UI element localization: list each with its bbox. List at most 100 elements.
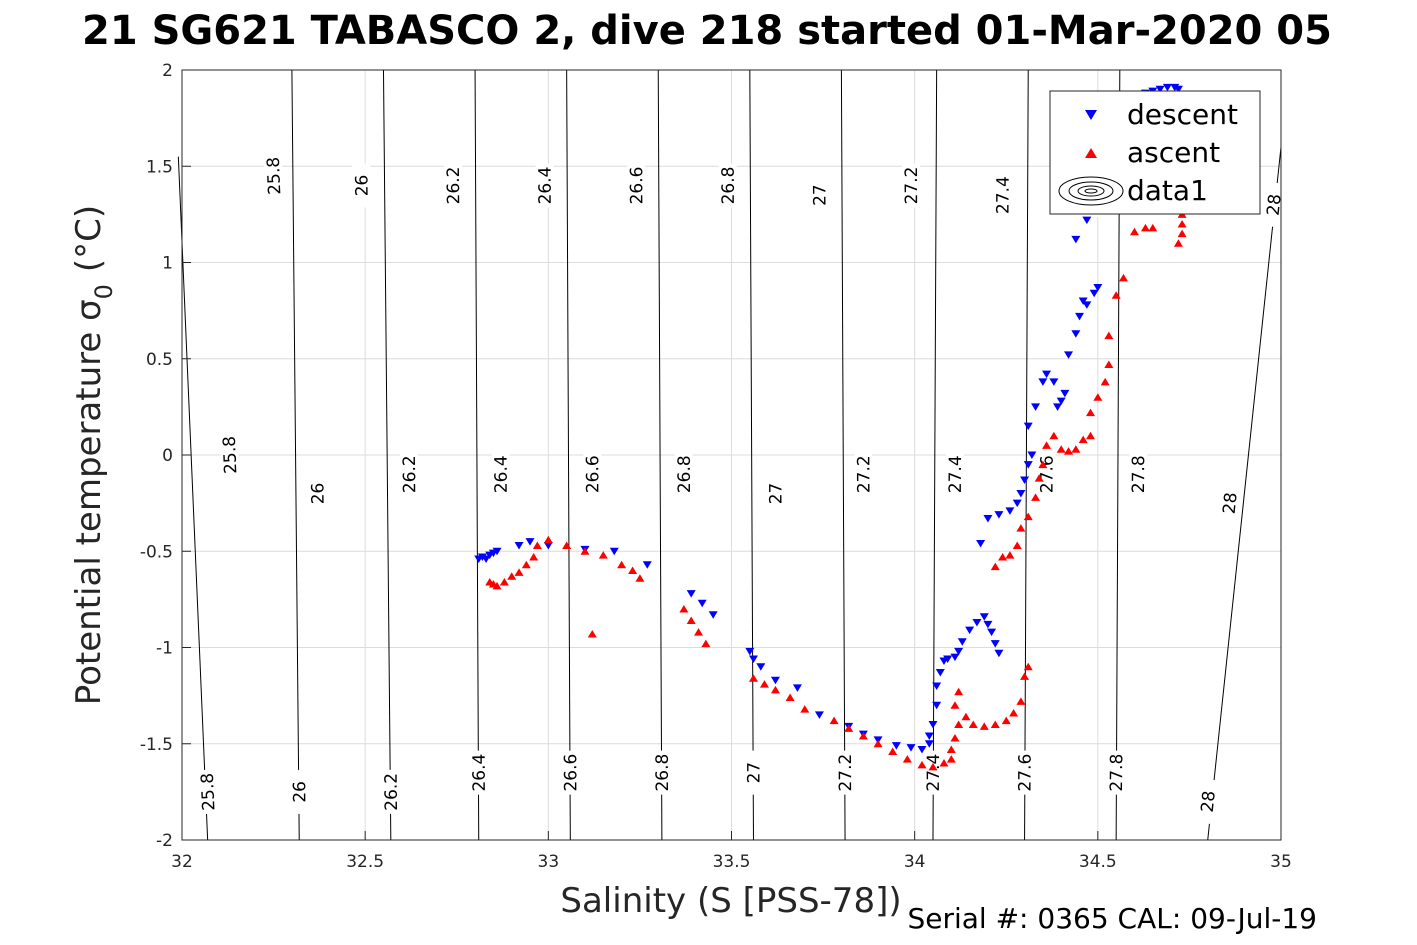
density-contour-label: 27.8 — [1107, 754, 1127, 792]
ascent-point — [1093, 393, 1103, 401]
density-contour-label: 25.8 — [220, 436, 242, 475]
y-axis-label: Potential temperature σ0 (°C) — [69, 205, 118, 705]
ascent-point — [701, 639, 711, 648]
density-contour-line — [382, 69, 392, 841]
descent-point — [543, 541, 553, 550]
ascent-point — [1020, 672, 1030, 680]
density-contour-label: 28 — [1264, 193, 1286, 217]
density-contour-label: 28 — [1220, 491, 1242, 515]
density-contour-label: 26.4 — [492, 455, 512, 493]
legend-ascent-marker — [1085, 148, 1097, 158]
y-tick-label: -1.5 — [140, 735, 173, 755]
ascent-point — [1177, 229, 1187, 238]
ascent-point — [928, 762, 938, 771]
ascent-point — [1038, 460, 1048, 469]
descent-point — [965, 626, 975, 635]
descent-point — [1016, 490, 1026, 498]
ascent-point — [1177, 220, 1187, 228]
density-contour-label: 27.4 — [924, 754, 944, 792]
density-contour-label: 26.2 — [400, 455, 420, 493]
descent-point — [1042, 370, 1052, 379]
y-tick-label: 2 — [162, 61, 173, 81]
density-contour-label: 26.2 — [382, 773, 402, 811]
descent-point — [1049, 378, 1059, 386]
density-contour-label: 27 — [766, 483, 786, 505]
ascent-point — [617, 560, 627, 569]
descent-point — [928, 721, 938, 729]
density-contour-label: 27 — [744, 762, 764, 784]
ascent-point — [514, 568, 524, 576]
descent-point — [745, 647, 755, 656]
descent-point — [1075, 312, 1085, 321]
density-contour-line — [474, 69, 480, 841]
x-tick-label: 33.5 — [713, 852, 751, 872]
ascent-point — [1005, 551, 1015, 559]
x-axis-label: Salinity (S [PSS-78]) — [560, 881, 901, 921]
ascent-point — [1064, 447, 1074, 455]
ascent-point — [1023, 512, 1033, 521]
descent-point — [954, 647, 964, 656]
ascent-point — [1071, 445, 1081, 453]
ascent-point — [1056, 445, 1066, 453]
density-contour-line — [291, 69, 300, 841]
legend: descent ascent data1 — [1049, 90, 1261, 215]
ascent-point — [543, 535, 553, 544]
descent-point — [814, 711, 824, 719]
ascent-point — [529, 553, 539, 561]
ascent-point — [770, 685, 780, 694]
x-tick-label: 32 — [171, 852, 193, 872]
ascent-point — [998, 553, 1008, 561]
ascent-point — [580, 547, 590, 555]
ascent-point — [829, 716, 839, 725]
ascent-point — [1086, 408, 1096, 417]
descent-point — [935, 669, 945, 677]
ascent-point — [990, 720, 1000, 728]
ascent-point — [1111, 291, 1121, 299]
density-contour-label: 25.8 — [264, 156, 286, 195]
ascent-point — [858, 732, 868, 740]
descent-point — [932, 682, 942, 690]
density-contour-line — [177, 156, 209, 841]
descent-point — [1071, 330, 1081, 338]
ascent-point — [492, 581, 502, 590]
ascent-point — [1031, 493, 1041, 501]
descent-point — [1170, 83, 1180, 92]
y-axis-label-main: Potential temperature σ — [69, 299, 109, 705]
ascent-point — [1042, 441, 1052, 449]
descent-point — [477, 553, 487, 562]
ascent-point — [1001, 716, 1011, 725]
descent-point — [924, 740, 934, 748]
descent-point — [891, 742, 901, 750]
descent-point — [525, 538, 535, 546]
y-tick-label: 0.5 — [146, 350, 173, 370]
density-contour-label: 28 — [1198, 790, 1220, 814]
ascent-point — [1129, 227, 1139, 236]
legend-descent-marker — [1085, 110, 1097, 120]
ascent-point — [1009, 708, 1019, 717]
descent-point — [957, 638, 967, 646]
density-contour-label: 26 — [308, 483, 328, 505]
ascent-point — [968, 720, 978, 728]
y-tick-label: -2 — [156, 831, 173, 851]
legend-data1-label: data1 — [1127, 174, 1208, 207]
density-contour-line — [749, 69, 754, 841]
ascent-point — [686, 616, 696, 625]
ascent-point — [950, 733, 960, 742]
ascent-point — [785, 693, 795, 702]
serial-cal-footer: Serial #: 0365 CAL: 09-Jul-19 — [907, 902, 1317, 935]
density-contour-label: 26.8 — [653, 754, 673, 792]
descent-point — [514, 541, 524, 550]
ascent-point — [1100, 377, 1110, 386]
ascent-point — [961, 712, 971, 721]
descent-point — [1155, 85, 1165, 94]
ascent-point — [759, 680, 769, 688]
ascent-point — [1023, 662, 1033, 671]
density-contour-label: 27.6 — [1037, 455, 1057, 493]
ascent-point — [873, 739, 883, 748]
x-tick-label: 35 — [1270, 852, 1292, 872]
descent-point — [1089, 289, 1099, 298]
ascent-point — [1016, 524, 1026, 532]
descent-point — [1060, 389, 1070, 398]
descent-point — [987, 628, 997, 637]
